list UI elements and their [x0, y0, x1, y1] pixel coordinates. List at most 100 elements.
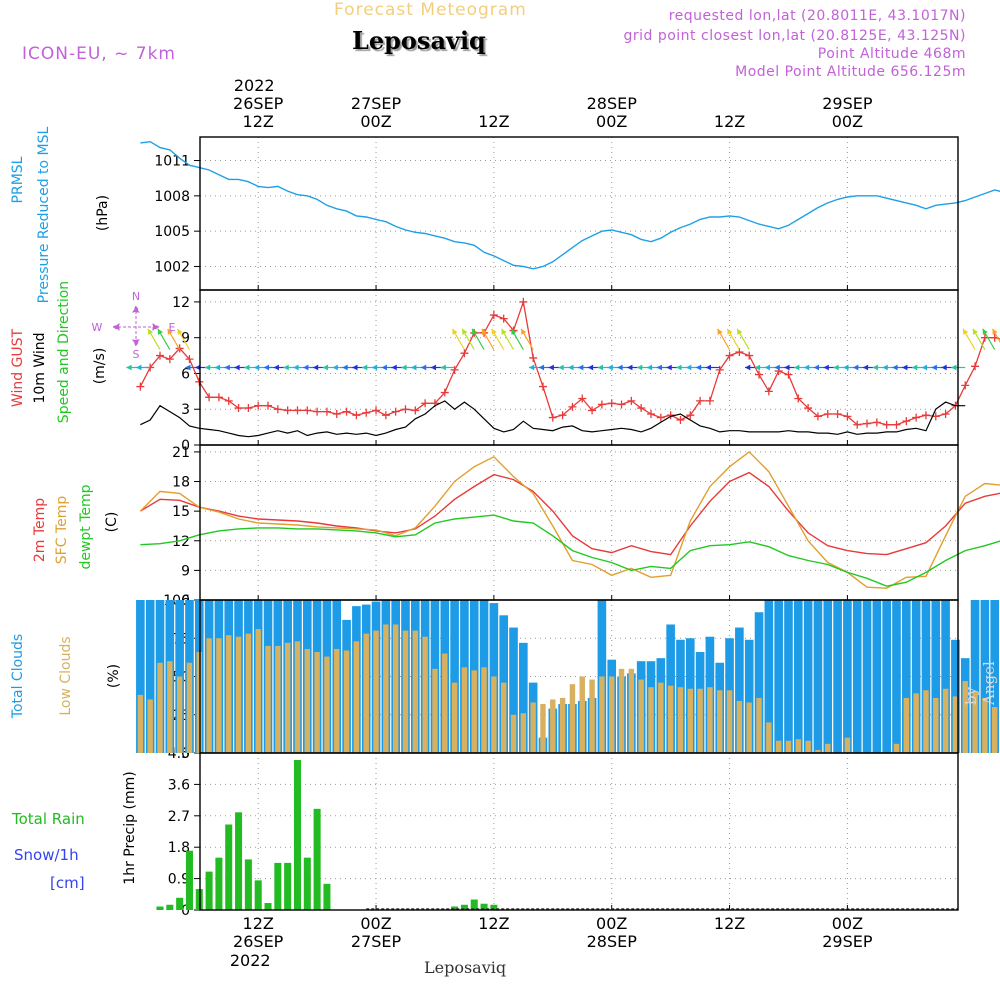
low-cloud-bar [991, 707, 998, 753]
low-cloud-bar [559, 697, 566, 753]
wind-direction-arrowhead [362, 364, 368, 371]
wind-10m-label: 10m Wind [32, 332, 48, 403]
rain-bar [293, 759, 301, 910]
wind-direction-arrowhead [538, 364, 545, 371]
gust-point [961, 381, 970, 390]
wind-direction-arrowhead [440, 364, 446, 371]
gust-point [568, 402, 577, 411]
gust-point [342, 407, 351, 416]
total-cloud-bar [509, 627, 518, 753]
rain-bar [254, 880, 262, 910]
gust-point [234, 404, 243, 413]
y-tick-label: 0.9 [168, 872, 190, 888]
wind-direction-arrowhead [656, 364, 662, 371]
rain-bar [215, 857, 223, 910]
wind-direction-arrowhead [185, 364, 191, 371]
gust-point [921, 411, 930, 420]
wind-gust-label: Wind GUST [10, 328, 26, 407]
wind-direction-arrowhead [411, 364, 417, 371]
wind-direction-arrowhead [430, 364, 437, 371]
y-tick-label: 1005 [154, 224, 190, 240]
top-year-label: 2022 [234, 76, 275, 95]
dewpt-series-line [140, 514, 1000, 587]
top-time-label: 12Z [243, 112, 274, 131]
total-clouds-label: Total Clouds [10, 634, 26, 719]
wind-direction-arrowhead [705, 364, 712, 371]
gust-point [244, 404, 253, 413]
total-cloud-bar [990, 600, 1000, 753]
wind-direction-arrowhead [982, 328, 988, 335]
total-cloud-bar [813, 600, 823, 753]
low-cloud-bar [648, 687, 654, 753]
low-cloud-bar [805, 740, 811, 753]
low-cloud-bar [491, 676, 497, 753]
low-cloud-bar [265, 645, 271, 753]
rain-bar [470, 899, 478, 910]
wind10m-series-line [140, 400, 966, 438]
gust-point [195, 377, 204, 386]
low-cloud-bar [697, 688, 703, 753]
total-cloud-bar [136, 600, 145, 753]
y-tick-label: 0 [181, 746, 190, 762]
wind-direction-arrowhead [204, 364, 211, 371]
low-cloud-bar [893, 743, 900, 753]
rain-legend-label: Total Rain [11, 810, 85, 828]
low-cloud-bar [363, 633, 369, 753]
wind-direction-arrowhead [794, 364, 800, 371]
rain-bar [156, 906, 164, 910]
credit-watermark: by Angel [962, 661, 998, 705]
wind-direction-arrowhead [263, 364, 270, 371]
wind-direction-arrowhead [511, 328, 517, 335]
gust-point [372, 406, 381, 415]
wind-direction-arrowhead [862, 364, 869, 371]
wind-direction-arrowhead [813, 364, 820, 371]
gust-point [352, 411, 361, 420]
top-time-label: 00Z [596, 112, 627, 131]
forecast-title: Forecast Meteogram [334, 0, 527, 20]
point-altitude: Point Altitude 468m [817, 46, 966, 62]
y-tick-label: 12 [172, 295, 190, 311]
low-cloud-bar [461, 667, 468, 753]
low-cloud-bar [618, 668, 625, 753]
gust-point [637, 404, 646, 413]
wind-direction-arrowhead [548, 364, 554, 371]
total-cloud-bar [872, 600, 882, 753]
wind-direction-arrowhead [332, 364, 338, 371]
y-tick-label: 3 [181, 402, 190, 418]
low-cloud-bar [226, 635, 232, 753]
wind-direction-arrowhead [686, 364, 692, 371]
wind-direction-arrowhead [607, 364, 613, 371]
low-cloud-bar [186, 662, 193, 753]
compass-west: W [92, 321, 103, 334]
gust-point [705, 396, 714, 405]
gust-point [538, 382, 547, 391]
panel-frame [199, 752, 959, 911]
wind-direction-arrowhead [717, 328, 723, 335]
model-point-altitude: Model Point Altitude 656.125m [735, 64, 966, 80]
wind-direction-arrowhead [764, 364, 770, 371]
top-time-label: 12Z [478, 112, 509, 131]
total-cloud-bar [774, 600, 783, 753]
y-tick-label: 2.7 [168, 809, 190, 825]
gust-point [647, 410, 655, 418]
wind-direction-arrowhead [244, 364, 250, 371]
panel-frame [199, 136, 959, 291]
gust-point [224, 396, 233, 405]
wind-direction-arrowhead [972, 328, 979, 335]
gust-point [254, 401, 263, 410]
gust-point [745, 351, 754, 360]
total-cloud-bar [145, 600, 155, 753]
wind-direction-arrowhead [911, 364, 918, 371]
wind-direction-arrowhead [558, 364, 564, 371]
top-date-label: 28SEP [587, 94, 638, 113]
wind-unit-label: (m/s) [92, 348, 108, 385]
wind-direction-arrowhead [157, 328, 163, 335]
wind-direction-arrowhead [452, 328, 458, 335]
y-tick-label: 6 [181, 366, 190, 382]
gust-point [293, 406, 302, 415]
wind-direction-arrowhead [224, 364, 230, 371]
wind-direction-arrowhead [666, 364, 672, 371]
gust-point [264, 401, 273, 410]
low-cloud-bar [314, 652, 320, 753]
low-clouds-label: Low Clouds [58, 636, 74, 715]
